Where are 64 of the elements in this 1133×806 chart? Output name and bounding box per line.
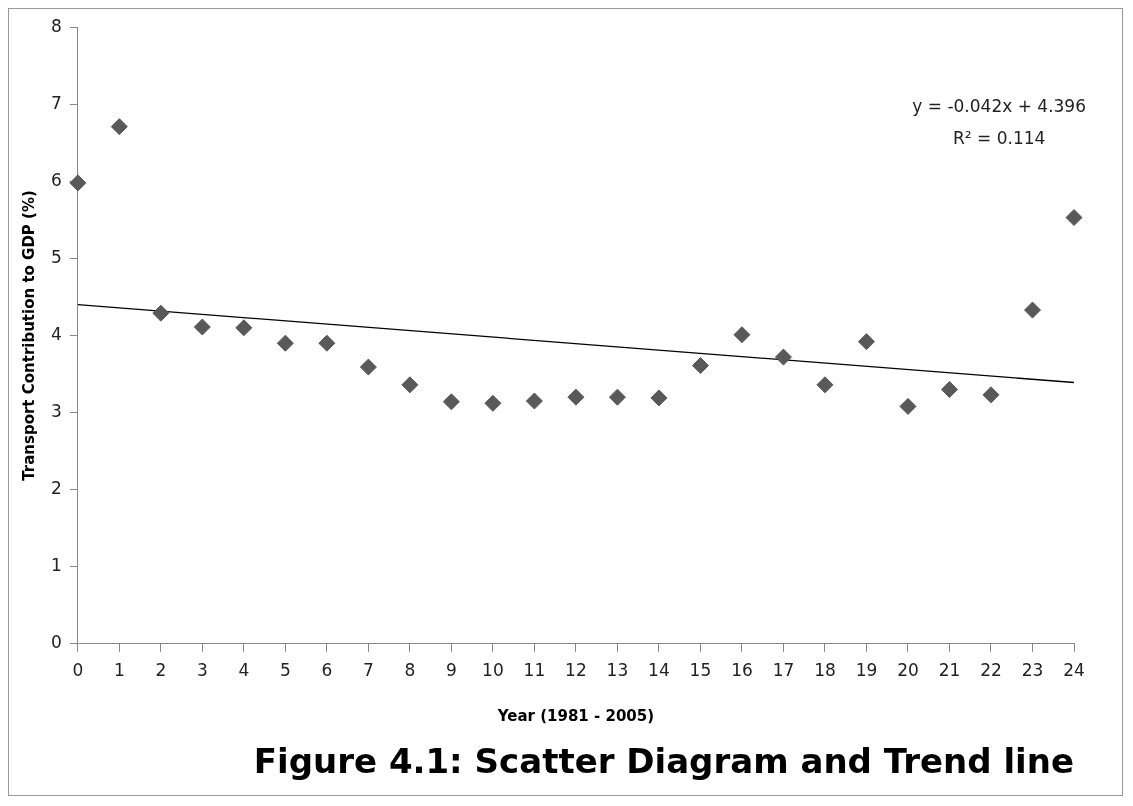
point (1023, 301, 1041, 319)
point (691, 357, 709, 375)
y-tick-label: 7 (50, 92, 62, 113)
x-tick-label: 10 (482, 660, 504, 681)
x-tick-label: 14 (648, 660, 670, 681)
text: Figure 4.1: Scatter Diagram and Trend line (253, 741, 1074, 782)
x-tick-label: 11 (523, 660, 546, 681)
x-tick-label: 16 (731, 660, 753, 681)
point (110, 118, 128, 136)
x-tick-label: 6 (321, 660, 333, 681)
point (982, 386, 1000, 404)
y-tick-label: 8 (50, 15, 62, 36)
y-axis-title: Transport Contribution to GDP (%) (19, 190, 38, 481)
x-tick-label: 19 (855, 660, 878, 681)
point (899, 397, 917, 415)
point (193, 318, 211, 336)
x-tick-label: 9 (445, 660, 457, 681)
point (525, 392, 543, 410)
x-tick-label: 8 (404, 660, 416, 681)
point (816, 376, 834, 394)
annotation: R² = 0.114 (952, 127, 1046, 148)
x-tick-label: 7 (362, 660, 374, 681)
x-tick-label: 0 (72, 660, 84, 681)
x-tick-label: 5 (279, 660, 291, 681)
y-tick-label: 4 (50, 323, 62, 344)
point (774, 348, 792, 366)
x-tick-label: 21 (938, 660, 961, 681)
point (733, 326, 751, 344)
y-tick-label: 1 (50, 555, 62, 576)
point (857, 333, 875, 351)
y-tick-label: 0 (50, 632, 62, 653)
point (318, 334, 336, 352)
point (235, 319, 253, 337)
x-tick-label: 23 (1021, 660, 1044, 681)
x-tick-label: 2 (155, 660, 167, 681)
point (1065, 209, 1083, 227)
point (608, 388, 626, 406)
point (442, 393, 460, 411)
x-tick-label: 1 (113, 660, 125, 681)
x-tick-label: 3 (196, 660, 208, 681)
point (152, 304, 170, 322)
x-tick-label: 24 (1063, 660, 1085, 681)
x-tick-label: 20 (897, 660, 919, 681)
point (484, 394, 502, 412)
x-tick-label: 4 (238, 660, 250, 681)
y-tick-label: 6 (50, 169, 62, 190)
y-tick-label: 5 (50, 246, 62, 267)
point (650, 389, 668, 407)
x-tick-label: 18 (814, 660, 836, 681)
y-tick-label: 2 (50, 478, 62, 499)
x-tick-label: 22 (980, 660, 1002, 681)
y-tick-label: 3 (50, 401, 62, 421)
point (567, 388, 585, 406)
x-axis-title: Year (1981 - 2005) (496, 707, 655, 726)
point (69, 174, 87, 192)
x-tick-label: 12 (565, 660, 587, 681)
point (276, 334, 294, 352)
point (940, 380, 958, 398)
x-tick-label: 13 (606, 660, 629, 681)
point (401, 376, 419, 394)
point (359, 358, 377, 376)
annotation: y = -0.042x + 4.396 (912, 95, 1086, 116)
x-tick-label: 17 (772, 660, 795, 681)
x-tick-label: 15 (689, 660, 712, 681)
